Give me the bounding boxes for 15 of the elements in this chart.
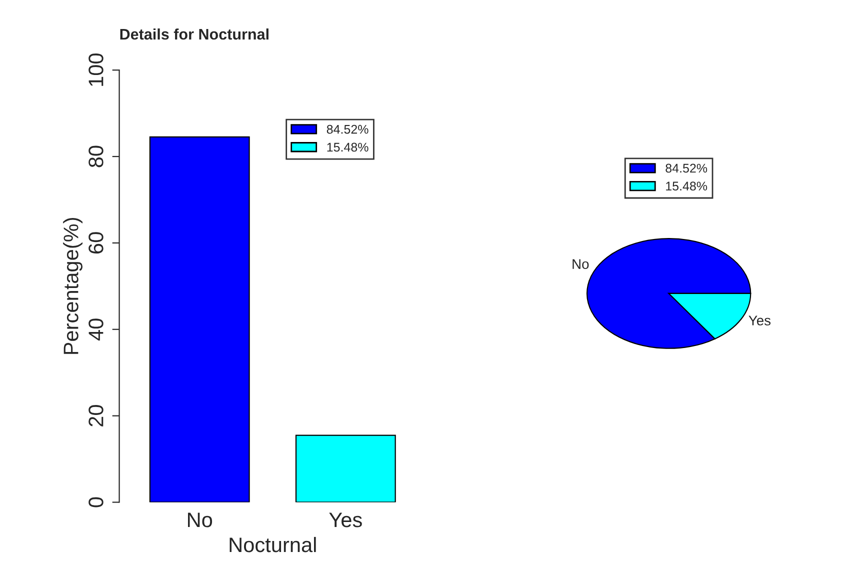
slice-label: No: [572, 259, 589, 269]
legend-label: 84.52%: [326, 124, 368, 134]
y-tick-label: 40: [88, 318, 104, 340]
y-tick-label: 0: [88, 497, 104, 508]
y-axis-title: Percentage(%): [63, 218, 82, 354]
y-tick-label: 60: [88, 232, 104, 254]
legend-label: 15.48%: [327, 142, 368, 152]
y-tick-label: 20: [88, 405, 104, 426]
slice-label: Yes: [748, 316, 771, 326]
y-tick-label: 80: [88, 146, 104, 168]
chart-title: Details for Nocturnal: [120, 28, 268, 40]
text: 15.48%: [666, 182, 708, 191]
y-tick-label: 100: [88, 54, 104, 86]
text: 84.52%: [666, 164, 708, 173]
x-axis-title: Nocturnal: [230, 536, 316, 552]
